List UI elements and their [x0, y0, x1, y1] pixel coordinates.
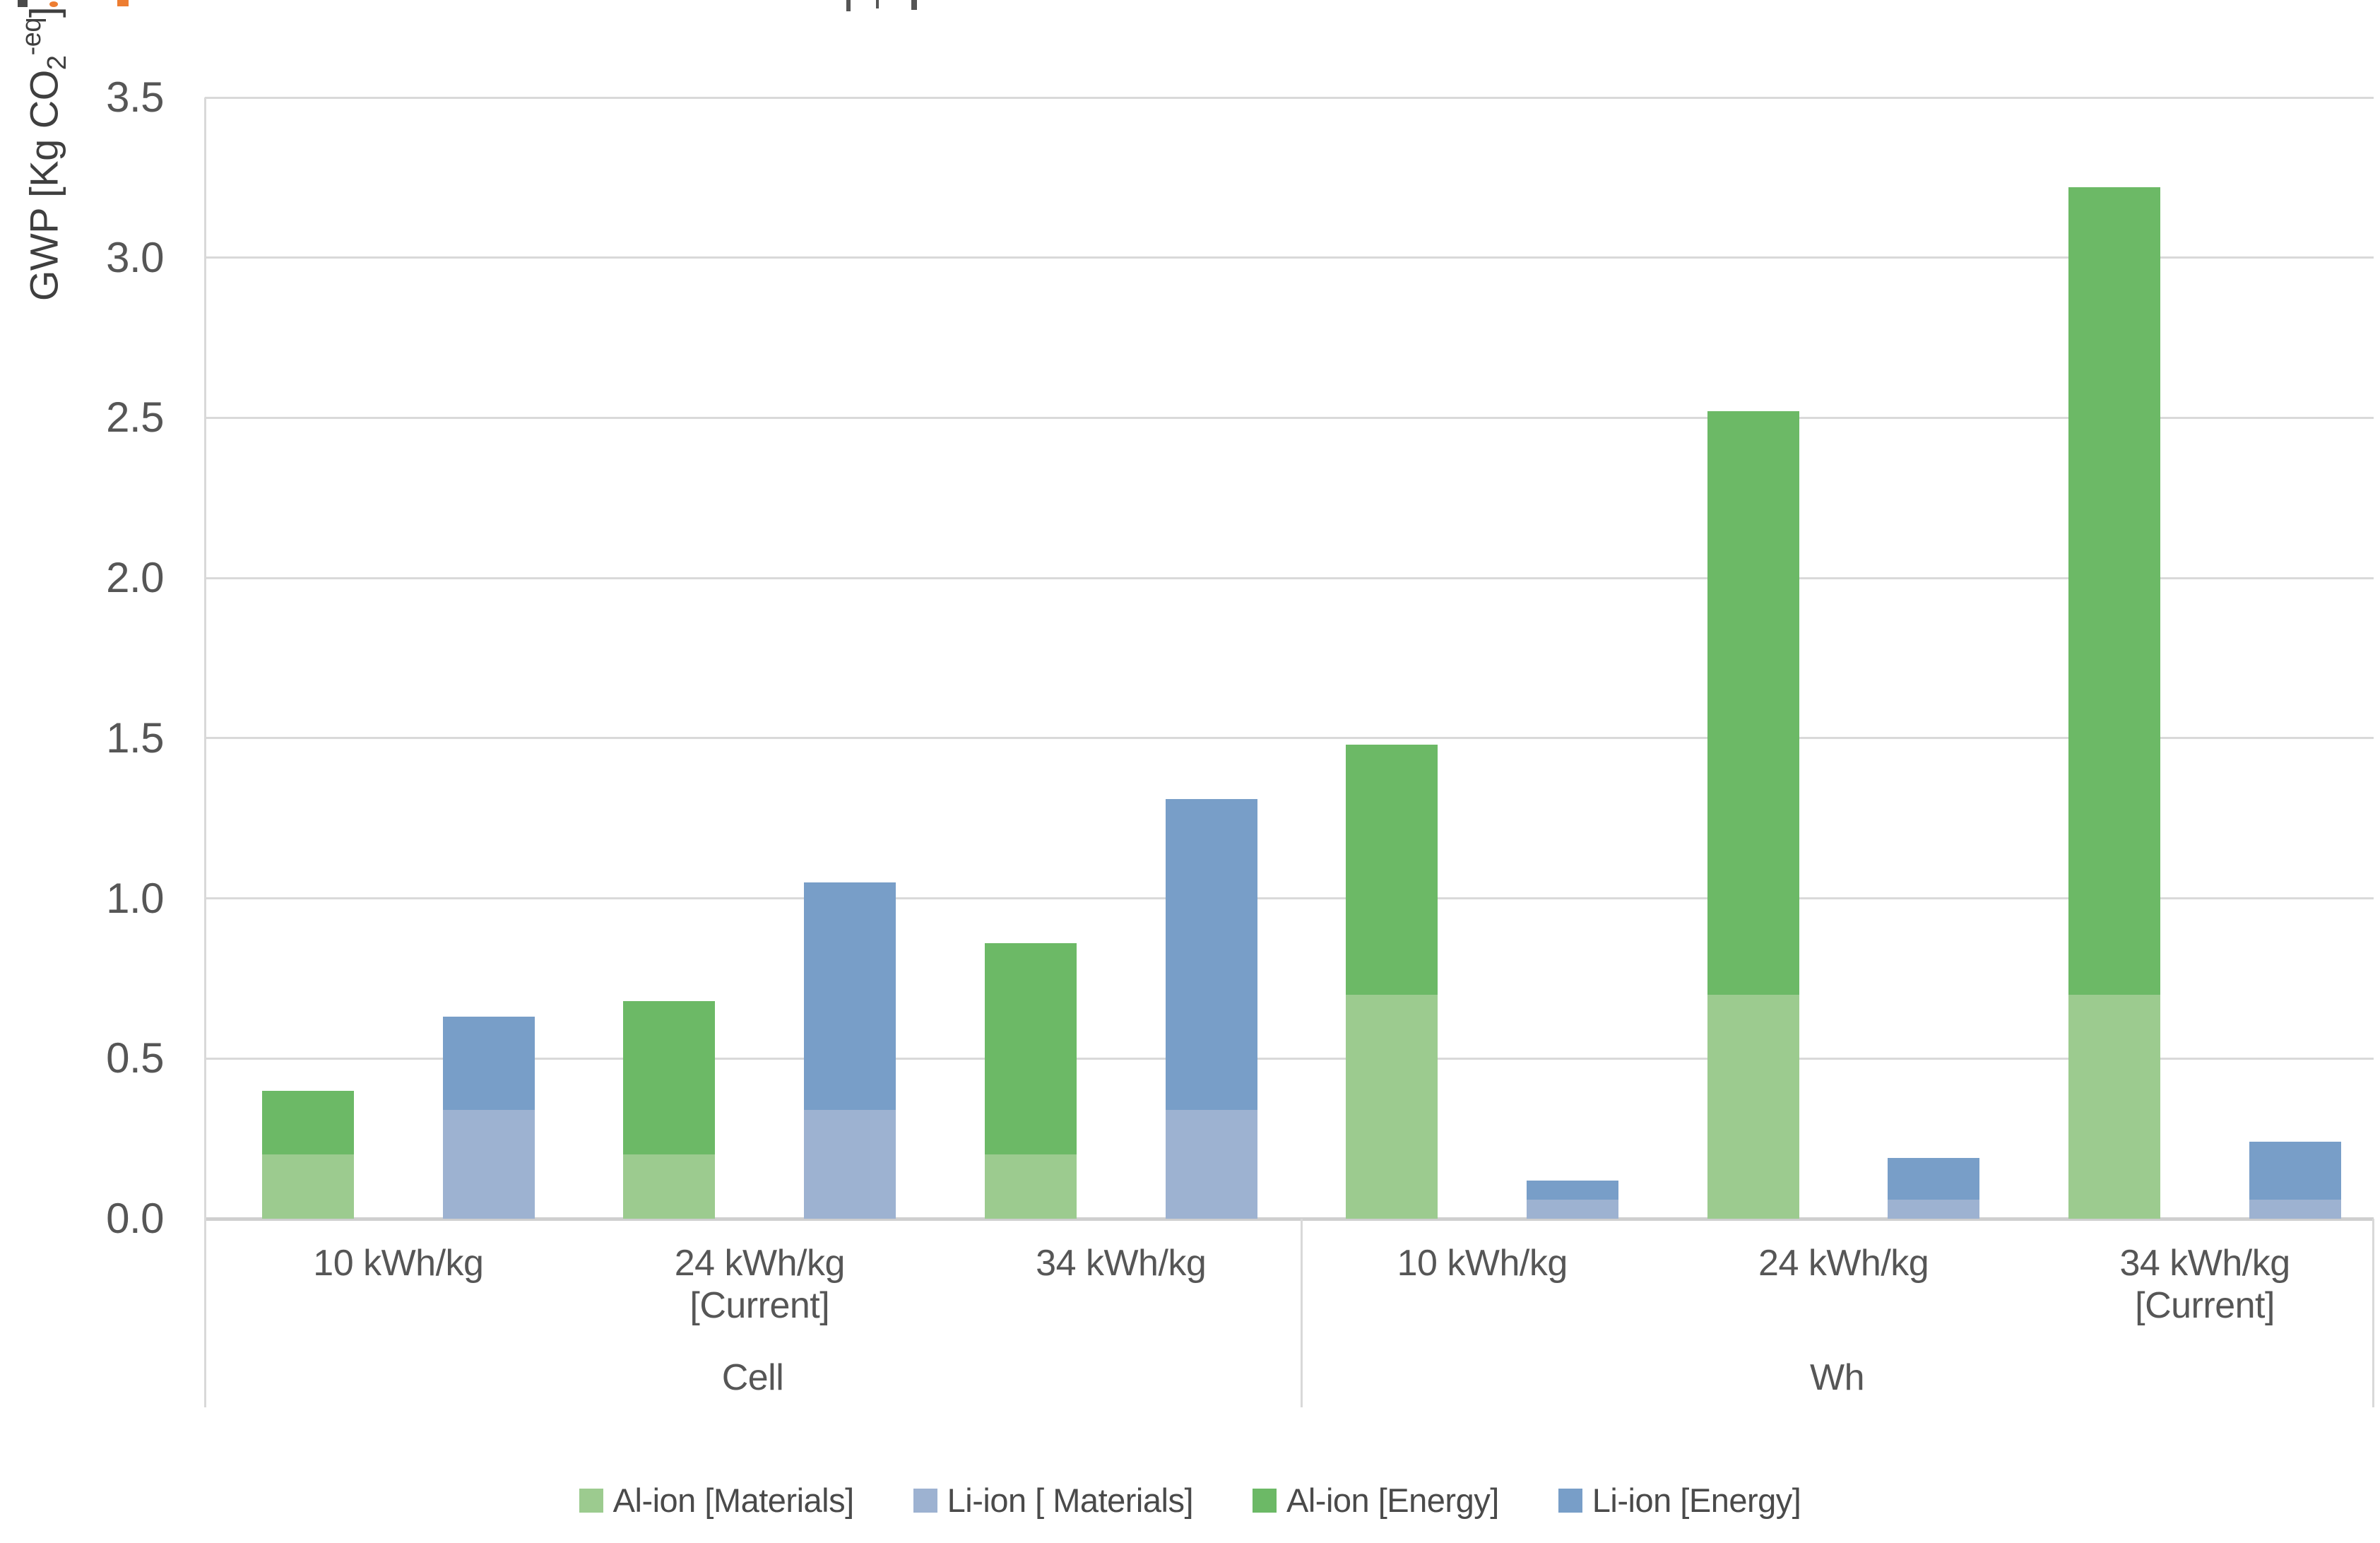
category-label: 34 kWh/kg: [2119, 1243, 2290, 1284]
category-sublabel: [Current]: [2135, 1285, 2275, 1326]
legend-swatch: [579, 1489, 603, 1513]
category-label: 24 kWh/kg: [1758, 1243, 1929, 1284]
gridline: [205, 256, 2374, 259]
bar-segment-al-ion-materials: [1346, 994, 1438, 1219]
legend-swatch: [1253, 1489, 1277, 1513]
bar-segment-li-ion-materials: [442, 1109, 535, 1219]
y-tick-label: 3.0: [106, 233, 164, 281]
category-label: 10 kWh/kg: [313, 1243, 484, 1284]
category-label: 10 kWh/kg: [1397, 1243, 1568, 1284]
y-axis-title-suffix: ]: [21, 6, 66, 18]
bar-segment-li-ion-energy: [2249, 1142, 2341, 1200]
legend-label: Li-ion [Energy]: [1592, 1482, 1801, 1519]
bar-segment-al-ion-materials: [262, 1154, 354, 1219]
legend-item: Li-ion [ Materials]: [913, 1482, 1194, 1519]
legend-label: Li-ion [ Materials]: [947, 1482, 1194, 1519]
legend-swatch: [1558, 1489, 1582, 1513]
legend-label: Al-ion [Materials]: [612, 1482, 855, 1519]
cropped-text-fragment: [117, 0, 129, 6]
cropped-text-fragment: [18, 0, 28, 7]
gridline: [205, 416, 2374, 419]
bar-segment-al-ion-energy: [262, 1090, 354, 1155]
bar-segment-al-ion-materials: [1707, 994, 1799, 1219]
axis-separator: [2372, 1219, 2374, 1407]
cropped-text-fragment: [876, 0, 879, 8]
gridline: [205, 1057, 2374, 1060]
y-tick-label: 2.0: [106, 554, 164, 602]
bar-segment-li-ion-materials: [1165, 1109, 1257, 1219]
y-axis-line: [204, 97, 206, 1407]
category-label: 34 kWh/kg: [1036, 1243, 1207, 1284]
legend-item: Li-ion [Energy]: [1558, 1482, 1801, 1519]
gridline: [205, 96, 2374, 99]
cropped-text-fragment: [911, 0, 917, 10]
x-axis-line: [205, 1217, 2374, 1221]
bar-segment-al-ion-energy: [623, 1000, 716, 1155]
bar-segment-al-ion-energy: [1707, 411, 1799, 995]
y-tick-label: 2.5: [106, 394, 164, 442]
bar-segment-li-ion-energy: [1527, 1180, 1619, 1200]
bar-segment-li-ion-energy: [1165, 799, 1257, 1110]
bar-segment-li-ion-energy: [804, 882, 896, 1110]
bar-segment-al-ion-energy: [1346, 744, 1438, 995]
category-sublabel: [Current]: [689, 1285, 830, 1326]
legend-label: Al-ion [Energy]: [1286, 1482, 1499, 1519]
group-label-wh: Wh: [1810, 1357, 1865, 1398]
y-tick-label: 0.5: [106, 1034, 164, 1082]
bar-segment-li-ion-energy: [442, 1017, 535, 1110]
bar-segment-li-ion-materials: [1888, 1199, 1980, 1219]
bar-segment-al-ion-materials: [2068, 994, 2161, 1219]
y-axis-title-superscript: -eq: [17, 17, 47, 56]
bar-segment-li-ion-energy: [1888, 1157, 1980, 1200]
category-label: 24 kWh/kg: [674, 1243, 846, 1284]
bar-segment-li-ion-materials: [2249, 1199, 2341, 1219]
legend: Al-ion [Materials] Li-ion [ Materials] Al-…: [0, 1482, 2380, 1519]
y-tick-label: 3.5: [106, 73, 164, 121]
group-label-cell: Cell: [721, 1357, 784, 1398]
axis-separator: [1301, 1219, 1303, 1407]
bar-segment-li-ion-materials: [804, 1109, 896, 1219]
gridline: [205, 737, 2374, 740]
y-tick-label: 0.0: [106, 1195, 164, 1242]
y-tick-label: 1.5: [106, 714, 164, 762]
gridline: [205, 577, 2374, 579]
bar-segment-al-ion-energy: [2068, 187, 2161, 995]
legend-item: Al-ion [Materials]: [579, 1482, 854, 1519]
cropped-text-fragment: [846, 0, 851, 11]
y-tick-label: 1.0: [106, 874, 164, 922]
legend-item: Al-ion [Energy]: [1253, 1482, 1499, 1519]
legend-swatch: [913, 1489, 937, 1513]
bar-segment-li-ion-materials: [1527, 1199, 1619, 1219]
bar-segment-al-ion-energy: [984, 943, 1077, 1155]
bar-segment-al-ion-materials: [623, 1154, 716, 1219]
bar-segment-al-ion-materials: [984, 1154, 1077, 1219]
cropped-text-fragment: [49, 1, 58, 7]
y-axis-title-subscript: 2: [42, 55, 72, 71]
gridline: [205, 897, 2374, 900]
